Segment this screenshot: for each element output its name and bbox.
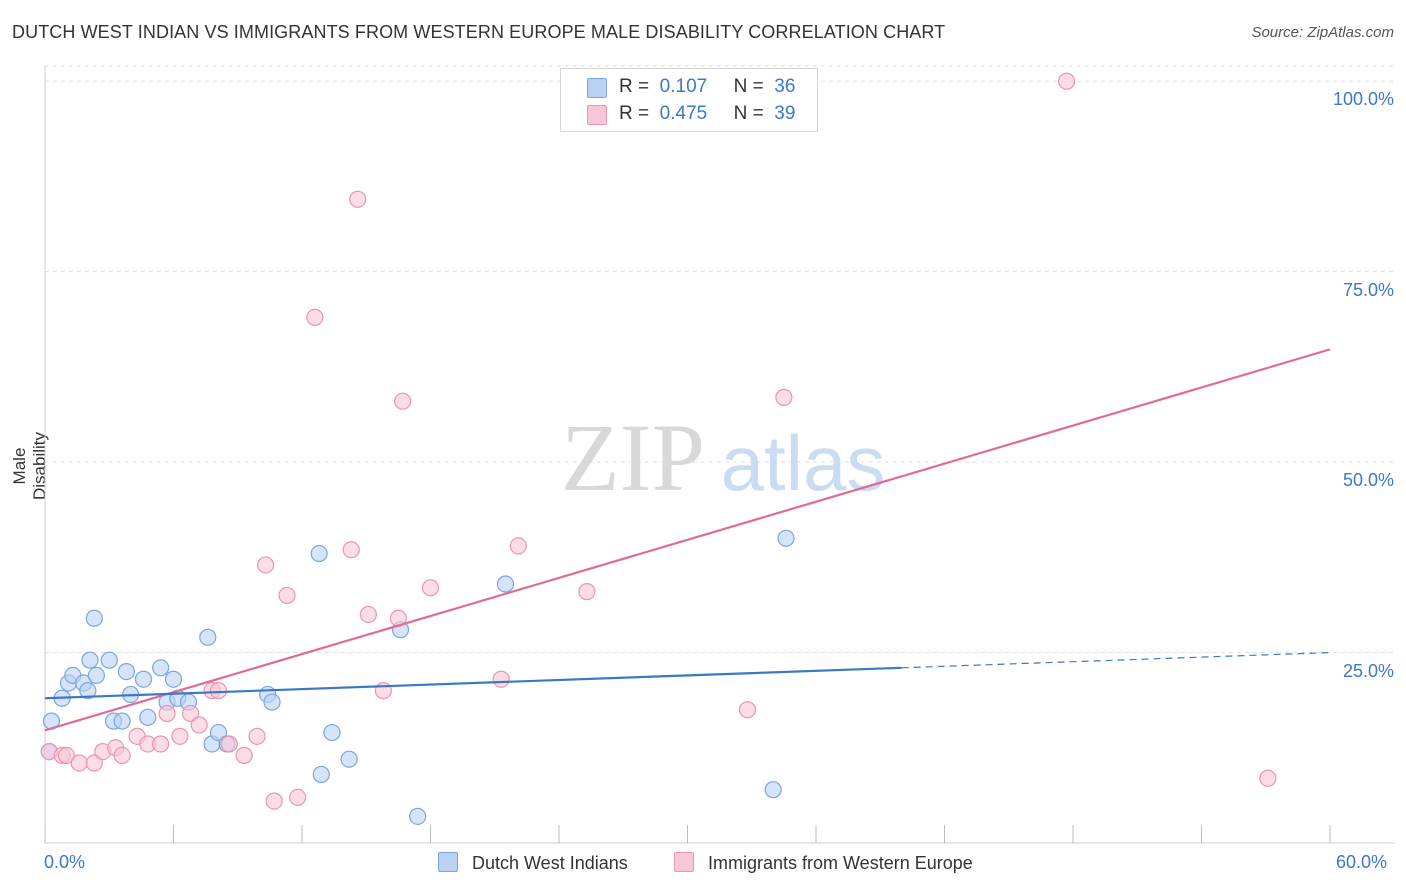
point-1-10 xyxy=(152,735,170,753)
point-1-21 xyxy=(265,792,283,810)
point-0-6 xyxy=(79,682,97,700)
point-1-36 xyxy=(775,388,793,406)
legend-n-label: N = xyxy=(733,76,764,97)
y-tick-label-3: 100.0% xyxy=(1332,89,1394,110)
point-1-19 xyxy=(248,727,266,745)
point-0-22 xyxy=(199,628,217,646)
chart-title: DUTCH WEST INDIAN VS IMMIGRANTS FROM WES… xyxy=(12,22,946,42)
y-tick-label-2: 75.0% xyxy=(1342,279,1394,300)
legend: R = 0.107 N = 36 R = 0.475 N = 39 xyxy=(560,68,818,132)
point-1-12 xyxy=(171,727,189,745)
bottom-legend-pink: Immigrants from Western Europe xyxy=(674,852,973,874)
point-0-34 xyxy=(496,575,515,593)
point-0-9 xyxy=(87,666,106,685)
legend-r-value-blue: 0.107 xyxy=(659,76,708,97)
point-1-14 xyxy=(190,716,208,734)
trend-line-blue-extension xyxy=(901,651,1331,669)
grid-lines xyxy=(45,65,1395,654)
point-0-31 xyxy=(340,750,358,768)
legend-swatch-blue xyxy=(587,78,607,98)
point-1-11 xyxy=(158,704,176,723)
point-0-10 xyxy=(100,651,118,669)
y-tick-label-1: 50.0% xyxy=(1342,470,1394,491)
point-1-16 xyxy=(209,682,228,700)
point-0-28 xyxy=(310,544,328,563)
point-1-7 xyxy=(113,746,131,764)
series-dutch-west-indians xyxy=(40,529,795,825)
point-1-3 xyxy=(70,754,88,772)
watermark: ZIP atlas xyxy=(561,404,885,511)
legend-r-value-pink: 0.475 xyxy=(659,103,708,124)
point-1-20 xyxy=(256,556,275,574)
trend-lines xyxy=(44,348,1331,732)
bottom-legend-swatch-blue xyxy=(438,852,458,872)
point-1-34 xyxy=(578,583,596,601)
point-0-16 xyxy=(139,708,157,726)
point-0-33 xyxy=(409,807,427,825)
trend-line-pink xyxy=(44,348,1331,732)
point-1-33 xyxy=(509,537,527,555)
point-0-13 xyxy=(117,663,135,681)
point-0-29 xyxy=(312,765,330,784)
point-1-31 xyxy=(421,579,440,597)
point-0-7 xyxy=(81,651,99,669)
point-1-27 xyxy=(359,605,377,624)
point-1-24 xyxy=(306,308,324,326)
point-1-23 xyxy=(289,788,307,806)
x-tick-label-min: 0.0% xyxy=(44,852,86,872)
point-1-38 xyxy=(1259,769,1277,787)
point-1-2 xyxy=(57,746,76,764)
point-0-15 xyxy=(134,670,153,688)
point-0-36 xyxy=(764,781,782,799)
legend-r-label: R = xyxy=(619,76,650,97)
point-1-18 xyxy=(235,746,253,764)
watermark-atlas: atlas xyxy=(721,419,886,507)
point-0-24 xyxy=(209,723,228,742)
point-0-17 xyxy=(152,659,170,677)
point-1-4 xyxy=(85,754,103,772)
series-immigrants-western-europe xyxy=(40,72,1277,810)
legend-n-value-blue: 36 xyxy=(774,76,796,97)
point-0-8 xyxy=(85,609,103,627)
point-1-22 xyxy=(278,586,296,605)
trend-line-blue xyxy=(44,666,902,700)
source-label: Source: ZipAtlas.com xyxy=(1251,24,1394,41)
legend-swatch-pink xyxy=(587,105,607,125)
x-tick-label-max: 60.0% xyxy=(1336,852,1388,872)
bottom-legend-label-blue: Dutch West Indians xyxy=(472,853,628,873)
point-0-27 xyxy=(263,693,281,711)
watermark-zip: ZIP xyxy=(561,404,705,511)
legend-r-label: R = xyxy=(619,103,650,124)
y-tick-label-0: 25.0% xyxy=(1342,660,1394,681)
axes xyxy=(44,66,1395,844)
point-1-37 xyxy=(1057,72,1076,90)
point-1-25 xyxy=(342,541,360,559)
point-1-30 xyxy=(394,392,412,410)
point-1-26 xyxy=(349,190,367,208)
legend-n-value-pink: 39 xyxy=(774,103,796,124)
bottom-legend-blue: Dutch West Indians xyxy=(438,852,628,874)
legend-n-label: N = xyxy=(733,103,764,124)
point-0-30 xyxy=(323,723,341,742)
point-1-13 xyxy=(182,704,200,723)
point-1-32 xyxy=(492,670,510,688)
point-0-35 xyxy=(777,529,795,547)
bottom-legend-swatch-pink xyxy=(674,852,694,872)
point-1-17 xyxy=(220,735,238,753)
point-0-19 xyxy=(164,670,183,688)
bottom-legend-label-pink: Immigrants from Western Europe xyxy=(708,853,973,873)
point-1-35 xyxy=(738,701,757,719)
point-0-12 xyxy=(113,712,131,730)
